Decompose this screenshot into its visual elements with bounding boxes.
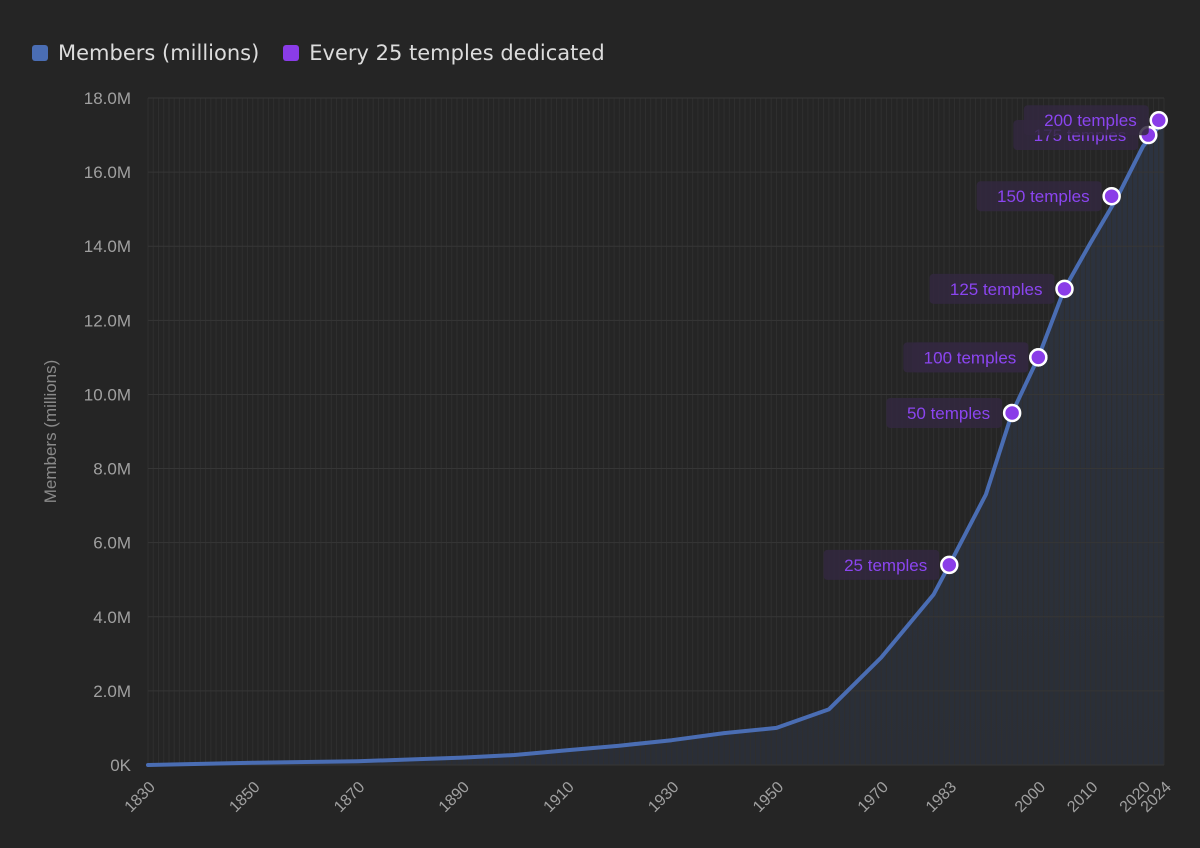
temple-marker[interactable]	[1002, 403, 1022, 423]
y-tick-label: 0K	[110, 756, 131, 775]
y-tick-label: 2.0M	[93, 682, 131, 701]
temples-swatch	[283, 45, 300, 61]
temple-milestone[interactable]: 100 temples	[903, 342, 1048, 373]
members-area	[148, 120, 1164, 765]
legend-item-members[interactable]: Members (millions)	[32, 41, 259, 65]
temple-label: 100 temples	[924, 348, 1017, 367]
legend-label-temples: Every 25 temples dedicated	[309, 41, 605, 65]
temple-label: 125 temples	[950, 280, 1043, 299]
temple-milestone[interactable]: 125 temples	[929, 273, 1074, 304]
temple-milestone[interactable]: 50 temples	[886, 397, 1022, 428]
temple-label-bg	[976, 181, 1102, 212]
x-tick-label: 2000	[1012, 779, 1049, 816]
x-tick-label: 1930	[645, 779, 682, 816]
x-tick-label: 1830	[122, 779, 159, 816]
x-tick-label: 1870	[331, 779, 368, 816]
temple-label-bg	[903, 342, 1029, 373]
y-tick-label: 8.0M	[93, 460, 131, 479]
temple-marker[interactable]	[1029, 348, 1048, 367]
temple-marker[interactable]	[1149, 110, 1169, 130]
x-axis: 1830 1850 1870 1890 1910 1930 1950 1970 1983 2000…	[122, 779, 1175, 816]
legend-item-temples[interactable]: Every 25 temples dedicated	[283, 41, 605, 65]
temple-marker[interactable]	[940, 555, 959, 575]
temple-milestone[interactable]: 25 temples	[823, 549, 959, 580]
y-tick-label: 4.0M	[93, 608, 131, 627]
temple-marker[interactable]	[1102, 186, 1121, 206]
y-tick-label: 14.0M	[84, 237, 131, 256]
temple-label: 25 temples	[844, 556, 927, 575]
temple-label-bg	[823, 549, 940, 580]
y-axis-title: Members (millions)	[41, 360, 60, 504]
y-tick-label: 12.0M	[84, 311, 131, 330]
x-tick-label: 1970	[855, 779, 892, 816]
temple-label-bg	[1023, 105, 1149, 136]
area-layer	[148, 120, 1164, 765]
y-tick-label: 18.0M	[84, 89, 131, 108]
temple-milestone[interactable]: 200 temples	[1023, 105, 1169, 136]
temple-marker[interactable]	[1055, 279, 1074, 299]
temple-label: 200 temples	[1044, 111, 1137, 130]
legend-label-members: Members (millions)	[58, 41, 260, 65]
x-tick-label: 1983	[923, 779, 960, 816]
y-axis-title-layer: Members (millions)	[41, 360, 60, 504]
temple-label-bg	[929, 273, 1055, 304]
x-tick-label: 2010	[1064, 779, 1101, 816]
x-tick-label: 1950	[750, 779, 787, 816]
x-tick-label: 1890	[436, 779, 473, 816]
chart-legend: Members (millions) Every 25 temples dedi…	[32, 38, 605, 68]
members-line-layer	[146, 118, 1166, 767]
members-line	[146, 118, 1166, 767]
temple-label: 50 temples	[907, 404, 990, 423]
y-axis: 0K 2.0M 4.0M 6.0M 8.0M 10.0M 12.0M 14.0M 16.0M 18…	[84, 89, 132, 775]
y-tick-label: 6.0M	[93, 534, 131, 553]
y-tick-label: 16.0M	[84, 163, 131, 182]
members-swatch	[32, 45, 48, 61]
x-tick-label: 1910	[541, 779, 578, 816]
y-tick-label: 10.0M	[84, 385, 131, 404]
x-tick-label: 1850	[226, 779, 263, 816]
gridlines	[148, 97, 1164, 766]
temple-label: 150 temples	[997, 187, 1090, 206]
temple-milestone[interactable]: 150 temples	[976, 181, 1121, 212]
temple-label-bg	[886, 397, 1003, 428]
